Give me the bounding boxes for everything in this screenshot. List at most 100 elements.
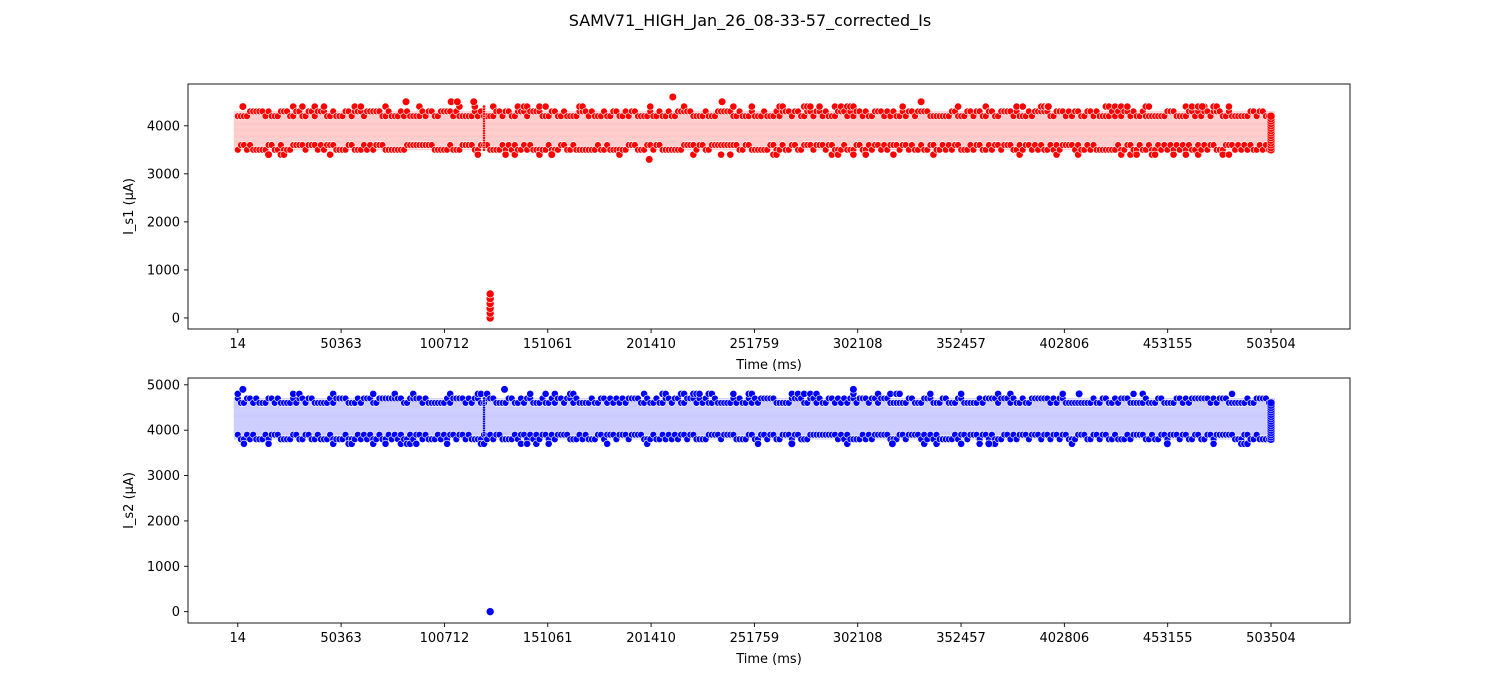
data-point [1132,150,1141,159]
data-point [957,389,966,398]
outlier-point [238,385,247,394]
data-point [264,439,273,448]
outlier-point [453,97,462,106]
data-point [1266,111,1276,121]
y-tick-label: 5000 [147,378,180,393]
outlier-point [984,439,993,448]
x-tick-label: 100712 [420,337,470,352]
data-point [412,439,421,448]
y-tick-label: 3000 [147,167,180,182]
plot-area [233,92,1276,323]
data-point [815,102,824,111]
outlier-point [264,150,273,159]
data-point [695,389,704,398]
outlier-point [238,102,247,111]
data-point [1129,389,1138,398]
outlier-point [717,97,727,106]
outlier-point [917,97,926,106]
data-point [717,150,725,159]
x-tick-label: 50363 [320,631,361,646]
data-point [1266,398,1276,408]
data-point [861,150,870,159]
data-point [240,439,248,448]
plot-area [233,385,1276,616]
dropout-point [485,289,495,299]
data-point [541,102,550,111]
data-point [975,439,984,448]
y-tick-label: 0 [172,605,180,620]
data-point [1169,150,1178,159]
data-point [544,439,553,448]
data-point [806,102,815,111]
data-point [482,104,486,109]
data-point [523,439,532,448]
x-tick-label: 402806 [1040,631,1090,646]
data-point [501,150,510,159]
x-tick-label: 100712 [420,631,470,646]
outlier-point [401,97,411,106]
y-tick-label: 2000 [147,215,180,230]
x-tick-label: 151061 [523,337,573,352]
y-axis-label: I_s1 (µA) [122,178,137,235]
x-tick-label: 453155 [1143,337,1193,352]
outlier-point [547,150,556,159]
data-point [482,396,486,401]
data-point [1151,150,1159,159]
data-point [954,102,962,111]
data-point [1018,102,1027,111]
outlier-point [668,92,677,102]
x-tick-label: 201410 [626,337,676,352]
data-point [1145,102,1153,111]
axes-frame [187,377,1351,624]
data-point [754,439,762,448]
data-point [473,150,482,159]
outlier-point [1163,439,1172,448]
outlier-point [888,439,897,448]
data-point [326,150,335,159]
axes-frame [187,83,1351,330]
x-tick-label: 50363 [320,337,361,352]
data-point [729,102,738,111]
x-tick-label: 352457 [936,337,986,352]
dropout-point [485,607,495,616]
data-point [320,102,328,111]
subplot-is2: 14 50363 100712 151061 201410 251759 302108 352… [122,377,1351,667]
y-tick-label: 2000 [147,514,180,529]
x-axis-label: Time (ms) [735,358,802,373]
outlier-point [469,97,478,106]
data-point [926,389,935,398]
data-point [729,389,738,398]
subplot-is1: 14 50363 100712 151061 201410 251759 302108 352… [122,83,1351,373]
data-point [298,102,307,111]
outlier-point [500,385,509,394]
data-point [541,389,550,398]
x-axis-label: Time (ms) [735,652,802,667]
data-point [1228,389,1236,398]
data-point [726,150,735,159]
data-point [898,102,907,111]
y-tick-label: 1000 [147,560,180,575]
x-tick-label: 14 [230,337,247,352]
data-point [1181,150,1190,159]
x-tick-label: 503504 [1246,337,1296,352]
data-point [526,389,535,398]
figure-title: SAMV71_HIGH_Jan_26_08-33-57_corrected_Is [568,11,932,30]
y-tick-label: 0 [172,311,180,326]
outlier-point [1198,102,1207,111]
y-tick-label: 3000 [147,469,180,484]
y-tick-label: 4000 [147,119,180,134]
data-point [603,439,612,448]
data-point [443,439,451,448]
y-tick-label: 1000 [147,263,180,278]
x-tick-label: 302108 [833,631,883,646]
data-point [1123,102,1132,111]
outlier-point [645,155,654,164]
x-tick-label: 151061 [523,631,573,646]
outlier-point [1075,389,1084,398]
data-point [381,439,390,448]
data-point [1225,102,1233,111]
data-point [1058,389,1067,398]
y-tick-label: 4000 [147,424,180,439]
data-point [369,389,378,398]
